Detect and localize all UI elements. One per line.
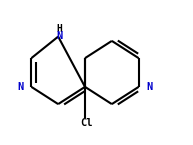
Text: N: N <box>146 82 152 92</box>
Text: N: N <box>18 82 24 92</box>
Text: H: H <box>56 24 62 34</box>
Text: N: N <box>56 31 62 41</box>
Text: Cl: Cl <box>81 118 93 128</box>
